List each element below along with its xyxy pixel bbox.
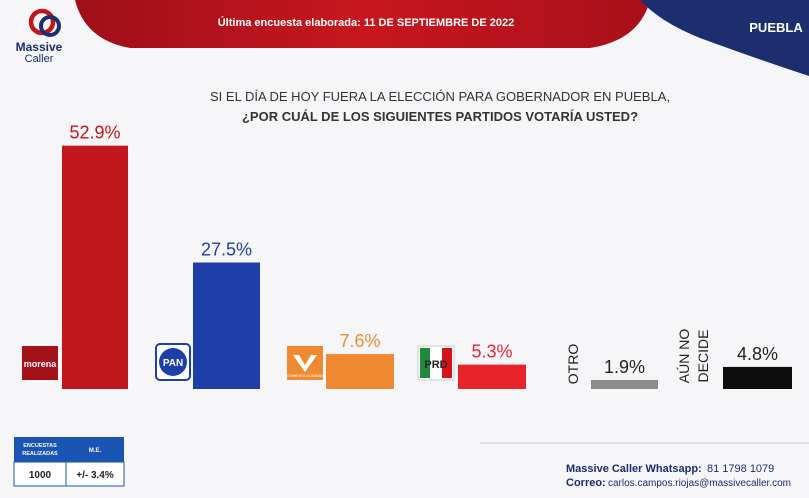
value-labels-layer: 52.9% 27.5% 7.6% 5.3% 1.9% 4.8% [69, 123, 778, 377]
bar-otro [591, 380, 658, 389]
header-me: M.E. [89, 448, 102, 454]
question-line-1: SI EL DÍA DE HOY FUERA LA ELECCIÓN PARA … [210, 89, 670, 104]
header-red-banner [75, 0, 650, 48]
category-label-aun-no-decide-line2: DECIDE [695, 330, 711, 383]
mc-logo-bg [287, 346, 323, 380]
logo-word-caller: Caller [25, 53, 54, 65]
value-label-aun-no-decide: 4.8% [737, 344, 778, 364]
email-address[interactable]: carlos.campos.riojas@massivecaller.com [608, 478, 791, 489]
pan-logo-circle [159, 348, 187, 376]
whatsapp-number: 81 1798 1079 [707, 463, 774, 475]
bar-mc [326, 354, 394, 389]
margin-error-value: +/- 3.4% [76, 470, 114, 481]
value-label-morena: 52.9% [69, 123, 120, 143]
prd-logo-red-band [442, 348, 452, 378]
value-label-prd: 5.3% [471, 342, 512, 362]
value-label-mc: 7.6% [339, 331, 380, 351]
question-line-2: ¿POR CUÁL DE LOS SIGUIENTES PARTIDOS VOT… [242, 109, 638, 124]
bar-aun-no-decide [723, 366, 792, 389]
sample-table-header [14, 437, 124, 462]
sample-table: ENCUESTAS REALIZADAS M.E. 1000 +/- 3.4% [13, 437, 125, 487]
pan-logo: PAN [155, 343, 191, 381]
logo-ring-navy [39, 15, 61, 37]
prd-logo-green-band [420, 348, 430, 378]
header-navy-banner [640, 0, 809, 76]
encuestas-value: 1000 [29, 470, 52, 481]
morena-logo-text: morena [24, 359, 58, 369]
morena-logo-bg [22, 346, 58, 380]
email-label: Correo: [566, 477, 606, 489]
category-label-otro: OTRO [565, 344, 581, 385]
header-encuestas-line2: REALIZADAS [22, 451, 58, 457]
survey-date-banner: Última encuesta elaborada: 11 DE SEPTIEM… [218, 16, 515, 29]
massive-caller-logo: Massive Caller [16, 8, 63, 65]
prd-logo-text: PRD [424, 359, 447, 371]
header-encuestas-line1: ENCUESTAS [23, 443, 57, 449]
bars-layer [62, 145, 792, 389]
morena-logo: morena [22, 346, 58, 380]
value-label-pan: 27.5% [201, 240, 252, 260]
bar-prd [458, 364, 526, 389]
pan-logo-text: PAN [163, 358, 183, 369]
whatsapp-label: Massive Caller Whatsapp: [566, 463, 702, 475]
region-label: PUEBLA [749, 20, 803, 35]
value-label-otro: 1.9% [604, 357, 645, 377]
category-label-aun-no-decide-line1: AÚN NO [676, 329, 692, 384]
mc-logo-text: MOVIMIENTO CIUDADANO [285, 374, 326, 378]
contact-block: Massive Caller Whatsapp: 81 1798 1079 Co… [566, 463, 791, 489]
eagle-icon [293, 355, 317, 372]
prd-logo: PRD [417, 345, 455, 381]
bar-pan [193, 262, 260, 389]
bar-morena [62, 145, 128, 389]
logo-word-massive: Massive [16, 40, 63, 54]
sample-table-body [13, 461, 125, 487]
mc-logo: MOVIMIENTO CIUDADANO [285, 346, 326, 380]
